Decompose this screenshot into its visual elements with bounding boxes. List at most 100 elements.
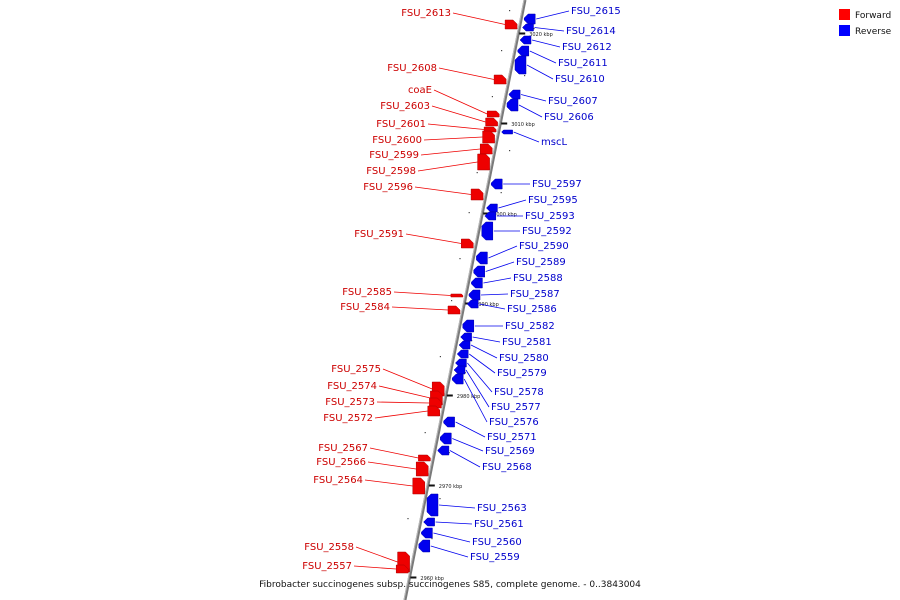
forward-gene-arrow (485, 117, 498, 127)
axis-dot (476, 172, 478, 174)
forward-gene-leader (376, 401, 430, 404)
forward-gene-leader (393, 291, 451, 296)
reverse-gene-label: FSU_2615 (571, 6, 621, 17)
forward-gene-leader (431, 105, 486, 123)
reverse-gene-arrow (462, 319, 475, 333)
forward-gene-leader (420, 148, 481, 156)
reverse-gene-arrow (508, 89, 521, 100)
reverse-gene-label: FSU_2561 (474, 519, 524, 530)
forward-gene-leader (374, 410, 428, 419)
forward-gene-label: FSU_2557 (302, 561, 352, 572)
reverse-gene-label: FSU_2581 (502, 337, 552, 348)
axis-dot (509, 150, 511, 152)
reverse-gene-label: FSU_2577 (491, 402, 541, 413)
kbp-tick-mark (428, 484, 435, 487)
reverse-gene-leader (449, 450, 481, 468)
forward-gene-leader (438, 67, 495, 80)
reverse-gene-leader (513, 131, 540, 143)
axis-dot (451, 300, 453, 302)
reverse-gene-arrow (481, 221, 494, 241)
reverse-gene-arrow (421, 527, 433, 539)
forward-gene-label: FSU_2584 (340, 302, 390, 313)
reverse-gene-arrow (453, 365, 466, 375)
forward-gene-label: FSU_2574 (327, 381, 377, 392)
reverse-gene-label: FSU_2595 (528, 195, 578, 206)
legend-reverse-swatch (839, 25, 850, 36)
reverse-gene-label: FSU_2606 (544, 112, 594, 123)
reverse-gene-arrow (451, 373, 464, 385)
forward-gene-label: FSU_2591 (354, 229, 404, 240)
axis-dot (468, 212, 470, 214)
reverse-gene-arrow (426, 493, 439, 517)
reverse-gene-leader (485, 261, 515, 272)
forward-gene-leader (364, 479, 413, 487)
forward-gene-arrow (450, 293, 464, 298)
legend-reverse-label: Reverse (855, 27, 892, 37)
reverse-gene-leader (488, 245, 518, 259)
reverse-gene-arrow (476, 251, 488, 265)
reverse-gene-arrow (522, 23, 534, 32)
forward-gene-label: FSU_2575 (331, 364, 381, 375)
forward-gene-arrow (479, 143, 493, 155)
reverse-gene-arrow (486, 203, 498, 213)
axis-dot (509, 10, 511, 12)
forward-gene-leader (367, 461, 417, 470)
kbp-tick-mark (483, 212, 490, 215)
reverse-genes: FSU_2615 FSU_2614 FSU_2612 FSU_2611 FSU_2610… (418, 6, 621, 563)
reverse-gene-leader (480, 293, 509, 296)
forward-gene-label: FSU_2558 (304, 542, 354, 553)
reverse-gene-arrow (458, 340, 471, 350)
kbp-tick-label: 2980 kbp (457, 394, 481, 400)
reverse-gene-leader (467, 362, 493, 393)
reverse-gene-label: FSU_2560 (472, 537, 522, 548)
reverse-gene-arrow (468, 289, 481, 301)
reverse-gene-leader (518, 104, 543, 118)
reverse-gene-label: FSU_2587 (510, 289, 560, 300)
forward-gene-label: FSU_2603 (380, 101, 430, 112)
reverse-gene-arrow (471, 277, 483, 289)
reverse-gene-arrow (501, 129, 513, 135)
reverse-gene-arrow (506, 98, 519, 112)
reverse-gene-arrow (418, 539, 431, 553)
forward-genes: FSU_2613 FSU_2608 coaE FSU_2603 FSU_2601 FSU_… (302, 8, 518, 574)
forward-gene-leader (391, 306, 449, 311)
reverse-gene-label: mscL (541, 137, 567, 148)
axis-dot (424, 432, 426, 434)
axis-dot (491, 96, 493, 98)
reverse-gene-label: FSU_2592 (522, 226, 572, 237)
reverse-gene-label: FSU_2586 (507, 304, 557, 315)
forward-gene-leader (382, 368, 433, 390)
axis-dot (459, 258, 461, 260)
reverse-gene-label: FSU_2578 (494, 387, 544, 398)
reverse-gene-arrow (490, 178, 503, 190)
reverse-gene-label: FSU_2582 (505, 321, 555, 332)
kbp-tick-label: 3010 kbp (511, 122, 535, 128)
reverse-gene-leader (468, 353, 496, 374)
reverse-gene-label: FSU_2611 (558, 58, 608, 69)
reverse-gene-label: FSU_2580 (499, 353, 549, 364)
reverse-gene-leader (433, 532, 471, 543)
axis-dot (533, 28, 535, 30)
forward-gene-leader (417, 161, 478, 172)
forward-gene-arrow (477, 153, 490, 171)
forward-gene-arrow (470, 188, 484, 201)
forward-gene-arrow (486, 110, 500, 118)
axis-dot (500, 192, 502, 194)
legend: Forward Reverse (839, 9, 892, 37)
kbp-tick-label: 3020 kbp (529, 32, 553, 38)
reverse-gene-label: FSU_2576 (489, 417, 539, 428)
axis-dot (448, 452, 450, 454)
axis-group (403, 0, 527, 600)
forward-gene-label: FSU_2600 (372, 135, 422, 146)
forward-gene-label: FSU_2598 (366, 166, 416, 177)
forward-gene-leader (378, 385, 431, 399)
kbp-tick-label: 2960 kbp (420, 576, 444, 582)
axis-dot (501, 50, 503, 52)
reverse-gene-arrow (460, 332, 472, 342)
forward-gene-leader (452, 12, 506, 25)
reverse-gene-leader (435, 521, 473, 525)
reverse-gene-label: FSU_2563 (477, 503, 527, 514)
reverse-gene-leader (470, 344, 498, 359)
forward-gene-arrow (395, 564, 409, 574)
